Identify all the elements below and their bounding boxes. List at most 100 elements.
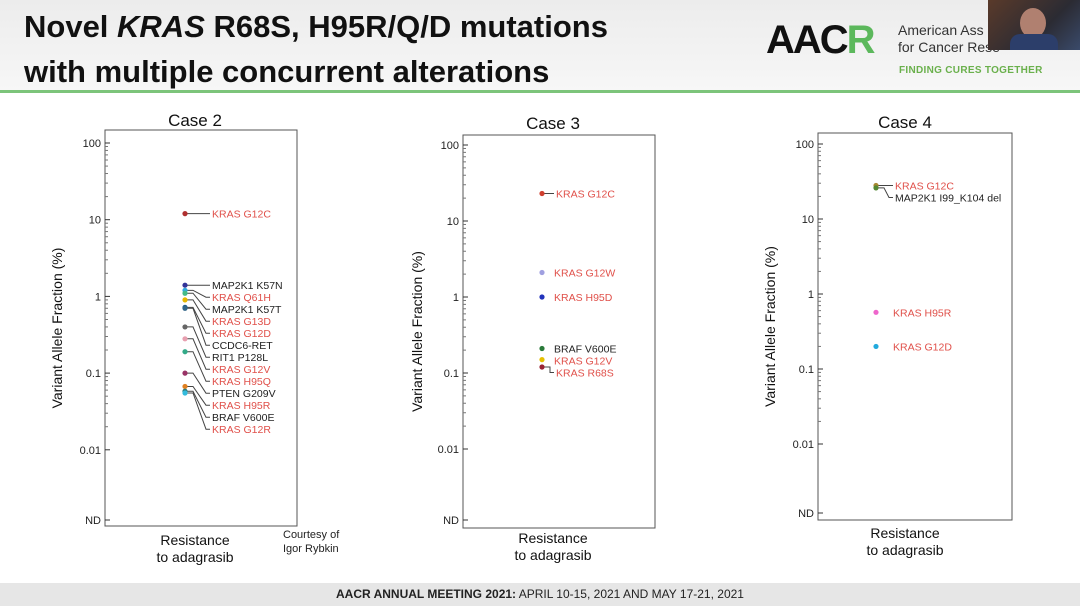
point-label: KRAS G13D: [212, 316, 271, 328]
callout-line: [876, 187, 893, 198]
y-tick-label: 100: [83, 138, 101, 150]
callout-line: [185, 306, 210, 334]
data-point: [182, 305, 188, 311]
title-italic: KRAS: [117, 9, 205, 44]
callout-line: [185, 390, 210, 418]
data-point: [182, 297, 188, 303]
speaker-webcam: [988, 0, 1080, 50]
plot-frame: [462, 134, 656, 529]
x-axis-label: to adagrasib: [866, 542, 943, 558]
y-tick-label: 1: [453, 292, 459, 304]
tagline: FINDING CURES TOGETHER: [899, 65, 1043, 76]
x-axis-label: to adagrasib: [156, 549, 233, 565]
y-tick-label: 0.1: [86, 368, 101, 380]
point-label: MAP2K1 K57N: [212, 280, 283, 292]
callout-line: [185, 385, 210, 406]
callout-line: [542, 366, 554, 374]
y-tick-label: 1: [808, 289, 814, 301]
x-axis-label: Resistance: [518, 530, 587, 546]
y-tick-label: 0.1: [444, 368, 459, 380]
data-point: [539, 190, 545, 197]
y-tick-label: 100: [441, 140, 459, 152]
point-label: KRAS G12D: [212, 328, 271, 340]
y-tick-label: 10: [447, 216, 459, 228]
callout-line: [185, 392, 210, 430]
callout-line: [185, 299, 210, 322]
y-axis-label: Variant Allele Fraction (%): [409, 251, 425, 412]
data-point: [182, 290, 188, 296]
point-label: MAP2K1 I99_K104 del: [895, 192, 1001, 204]
callout-line: [185, 372, 210, 394]
x-axis-label: to adagrasib: [514, 547, 591, 563]
y-tick-label: 1: [95, 291, 101, 303]
callout-line: [185, 289, 210, 298]
charts-area: Case 2 100 10 1 0.1 0.01 ND Variant Allele Frac…: [49, 111, 1013, 565]
data-point: [182, 349, 188, 355]
point-label: KRAS G12V: [554, 356, 612, 368]
data-point: [539, 357, 545, 363]
y-tick-label: 0.01: [793, 439, 814, 451]
y-tick-label: 0.01: [80, 445, 101, 457]
data-point: [182, 282, 188, 288]
point-label: BRAF V600E: [554, 344, 616, 356]
callout-line: [185, 351, 210, 382]
title-line2: with multiple concurrent alterations: [24, 54, 550, 89]
point-label: PTEN G209V: [212, 388, 276, 400]
data-point: [539, 294, 545, 300]
data-point: [182, 324, 188, 330]
data-point: [182, 390, 188, 396]
point-label: KRAS H95Q: [212, 376, 271, 388]
point-label: KRAS G12W: [554, 268, 615, 280]
aacr-logo: AACR: [766, 18, 876, 62]
y-tick-label: ND: [798, 508, 814, 520]
data-point: [873, 343, 879, 350]
credit: Courtesy of Igor Rybkin: [283, 529, 340, 555]
point-label: KRAS G12D: [893, 341, 952, 353]
callout-line: [185, 326, 210, 358]
plot-frame: [817, 132, 1013, 521]
chart-title: Case 4: [878, 113, 932, 132]
y-axis-label: Variant Allele Fraction (%): [49, 248, 65, 409]
y-tick-label: ND: [85, 515, 101, 527]
callout-line: [185, 307, 210, 346]
data-point: [539, 345, 545, 352]
point-label: MAP2K1 K57T: [212, 304, 282, 316]
chart-title: Case 3: [526, 114, 580, 133]
data-point: [539, 269, 545, 276]
point-label: KRAS G12C: [212, 209, 271, 221]
point-label: RIT1 P128L: [212, 352, 268, 364]
point-label: KRAS G12C: [556, 189, 615, 201]
point-label: KRAS G12R: [212, 424, 271, 436]
data-point: [182, 370, 188, 376]
header-divider: [0, 90, 1080, 93]
data-point: [182, 211, 188, 217]
y-tick-label: 0.1: [799, 364, 814, 376]
x-axis-label: Resistance: [870, 525, 939, 541]
point-label: BRAF V600E: [212, 412, 274, 424]
y-tick-label: 10: [89, 215, 101, 227]
point-label: KRAS G12V: [212, 364, 270, 376]
y-tick-label: ND: [443, 515, 459, 527]
point-label: KRAS H95D: [554, 292, 613, 304]
data-point: [182, 383, 188, 390]
callout-line: [185, 292, 210, 310]
title-text: Novel: [24, 9, 118, 44]
slide-title: Novel KRAS R68S, H95R/Q/D mutations with…: [24, 4, 608, 94]
point-label: KRAS G12C: [895, 180, 954, 192]
data-point: [873, 309, 879, 315]
data-point: [873, 185, 879, 191]
org-name: American Ass for Cancer Rese: [898, 22, 1000, 55]
y-tick-label: 100: [796, 139, 814, 151]
chart-title: Case 2: [168, 111, 222, 130]
footer: AACR ANNUAL MEETING 2021: APRIL 10-15, 2…: [0, 583, 1080, 606]
point-label: KRAS H95R: [893, 307, 952, 319]
y-tick-label: 0.01: [438, 444, 459, 456]
y-tick-label: 10: [802, 214, 814, 226]
callout-line: [185, 338, 210, 370]
point-label: KRAS R68S: [556, 368, 614, 380]
point-label: CCDC6-RET: [212, 340, 273, 352]
point-label: KRAS H95R: [212, 400, 271, 412]
slide-header: Novel KRAS R68S, H95R/Q/D mutations with…: [0, 0, 1080, 90]
title-text: R68S, H95R/Q/D mutations: [204, 9, 608, 44]
plot-frame: [104, 129, 298, 527]
